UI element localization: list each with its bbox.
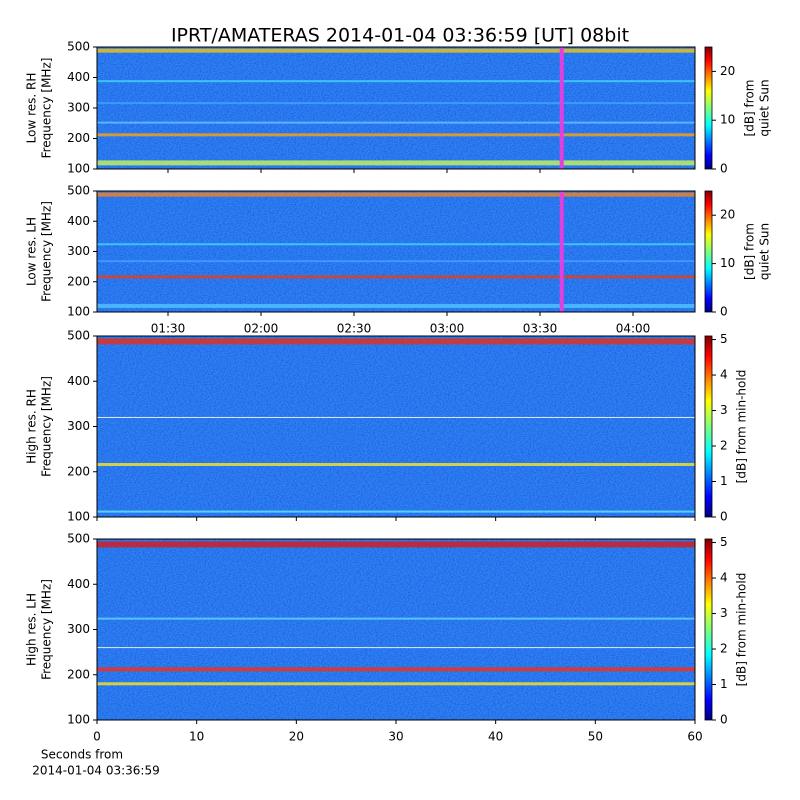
y-tick-label: 300 — [67, 419, 90, 433]
colorbar-tick-label: 1 — [720, 474, 728, 488]
spectrogram-band — [97, 647, 695, 649]
colorbar-tick-label: 1 — [720, 677, 728, 691]
spectrogram-texture — [97, 539, 695, 720]
colorbar-tick-label: 10 — [720, 256, 735, 270]
x-tick-label: 04:00 — [616, 322, 651, 336]
y-tick-label: 100 — [67, 510, 90, 524]
colorbar-label: [dB] from — [743, 223, 757, 280]
colorbar-tick-label: 20 — [720, 208, 735, 222]
colorbar-label: quiet Sun — [758, 79, 772, 136]
y-tick-label: 300 — [67, 244, 90, 258]
y-tick-label: 300 — [67, 101, 90, 115]
y-label: Low res. LH — [25, 217, 39, 286]
colorbar — [704, 538, 713, 721]
colorbar-tick-label: 4 — [720, 571, 728, 585]
x-tick-label: 20 — [289, 730, 304, 744]
spectrogram-band — [97, 667, 695, 672]
colorbar-tick-label: 5 — [720, 332, 728, 346]
x-tick-label: 02:30 — [337, 322, 372, 336]
spectrogram-band — [97, 80, 695, 83]
y-tick-label: 200 — [67, 667, 90, 681]
spectrogram-band — [97, 243, 695, 246]
colorbar — [704, 46, 713, 170]
y-tick-label: 500 — [67, 40, 90, 54]
y-tick-label: 100 — [67, 162, 90, 176]
x-tick-label: 03:00 — [430, 322, 465, 336]
x-label: Seconds from — [41, 748, 123, 762]
colorbar-tick-label: 0 — [720, 510, 728, 524]
colorbar-tick-label: 20 — [720, 64, 735, 78]
spectrogram-band — [97, 303, 695, 308]
colorbar-tick-label: 5 — [720, 535, 728, 549]
colorbar-tick-label: 2 — [720, 642, 728, 656]
colorbar-tick-label: 0 — [720, 162, 728, 176]
y-tick-label: 500 — [67, 532, 90, 546]
spectrogram-band — [97, 160, 695, 166]
y-tick-label: 300 — [67, 622, 90, 636]
x-tick-label: 40 — [488, 730, 503, 744]
colorbar — [704, 335, 713, 518]
y-tick-label: 200 — [67, 131, 90, 145]
spectrogram-band — [97, 275, 695, 279]
spectrogram-band — [97, 102, 695, 105]
colorbar-tick-label: 2 — [720, 439, 728, 453]
spectrogram-band — [97, 617, 695, 620]
time-marker — [559, 191, 564, 312]
colorbar-label: [dB] from — [743, 80, 757, 137]
spectrogram-texture — [97, 47, 695, 169]
y-tick-label: 100 — [67, 305, 90, 319]
y-tick-label: 400 — [67, 374, 90, 388]
spectrogram-band — [97, 260, 695, 263]
colorbar-tick-label: 10 — [720, 113, 735, 127]
x-tick-label: 30 — [388, 730, 403, 744]
colorbar-tick-label: 0 — [720, 305, 728, 319]
spectrogram-band — [97, 416, 695, 418]
y-tick-label: 200 — [67, 464, 90, 478]
spectrogram-band — [97, 682, 695, 686]
spectrogram-band — [97, 121, 695, 124]
spectrogram-band — [97, 133, 695, 137]
y-tick-label: 400 — [67, 70, 90, 84]
y-label: Frequency [MHz] — [40, 201, 54, 302]
x-tick-label: 01:30 — [151, 322, 186, 336]
y-tick-label: 200 — [67, 274, 90, 288]
x-tick-label: 10 — [189, 730, 204, 744]
x-label: 2014-01-04 03:36:59 — [32, 764, 159, 778]
y-label: High res. LH — [25, 593, 39, 666]
spectrogram-texture — [97, 336, 695, 517]
y-tick-label: 100 — [67, 713, 90, 727]
colorbar-tick-label: 3 — [720, 606, 728, 620]
colorbar-label: [dB] from min-hold — [735, 573, 749, 687]
colorbar-tick-label: 0 — [720, 713, 728, 727]
spectrogram-band — [97, 541, 695, 548]
y-tick-label: 400 — [67, 214, 90, 228]
y-tick-label: 500 — [67, 329, 90, 343]
x-tick-label: 03:30 — [523, 322, 558, 336]
spectrogram-band — [97, 510, 695, 513]
colorbar-label: quiet Sun — [758, 223, 772, 280]
x-tick-label: 50 — [588, 730, 603, 744]
colorbar-tick-label: 4 — [720, 368, 728, 382]
y-label: Frequency [MHz] — [40, 58, 54, 159]
y-tick-label: 500 — [67, 184, 90, 198]
y-label: Frequency [MHz] — [40, 376, 54, 477]
spectrogram-band — [97, 192, 695, 197]
y-label: Low res. RH — [25, 73, 39, 144]
chart-title: IPRT/AMATERAS 2014-01-04 03:36:59 [UT] 0… — [171, 25, 629, 47]
x-tick-label: 0 — [93, 730, 101, 744]
colorbar-label: [dB] from min-hold — [735, 370, 749, 484]
y-label: Frequency [MHz] — [40, 579, 54, 680]
spectrogram-band — [97, 338, 695, 345]
time-marker — [559, 47, 564, 169]
colorbar-tick-label: 3 — [720, 403, 728, 417]
x-tick-label: 60 — [687, 730, 702, 744]
y-tick-label: 400 — [67, 577, 90, 591]
spectrogram-texture — [97, 191, 695, 312]
colorbar — [704, 190, 713, 313]
spectrogram-band — [97, 463, 695, 467]
x-tick-label: 02:00 — [244, 322, 279, 336]
y-label: High res. RH — [25, 389, 39, 464]
spectrogram-band — [97, 48, 695, 53]
